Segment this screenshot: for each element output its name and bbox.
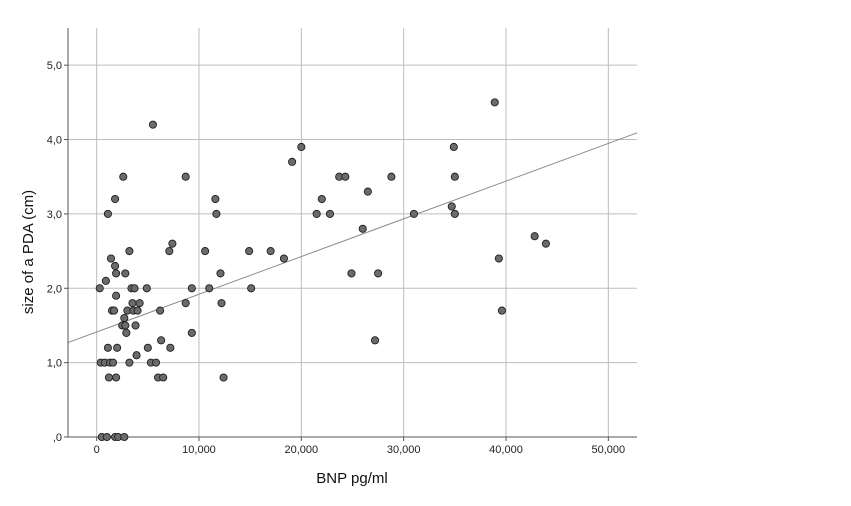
data-point (341, 172, 350, 181)
data-point (450, 209, 459, 218)
y-tick-label: 1,0 (47, 358, 62, 370)
tick-labels: 0 10,000 20,000 30,000 40,000 50,000 ,0 1,0 2,0 3… (47, 60, 625, 456)
x-tick-label: 30,000 (387, 444, 421, 456)
data-point (133, 306, 142, 315)
data-point (358, 224, 367, 233)
x-tick-label: 40,000 (489, 444, 523, 456)
data-point (156, 306, 165, 315)
data-point (312, 209, 321, 218)
data-point (112, 269, 121, 278)
data-point (325, 209, 335, 218)
data-point (122, 328, 131, 337)
data-point (347, 269, 356, 278)
y-axis-title: size of a PDA (cm) (20, 190, 37, 314)
data-point (317, 194, 326, 204)
data-point (130, 284, 139, 293)
data-point (541, 239, 550, 248)
data-point (143, 343, 152, 352)
x-tick-label: 10,000 (182, 444, 216, 456)
data-point (212, 209, 221, 218)
data-point (110, 306, 119, 315)
data-point (216, 269, 225, 278)
x-tick-label: 20,000 (285, 444, 319, 456)
data-point (125, 358, 134, 367)
y-tick-label: ,0 (53, 432, 62, 444)
data-point (217, 299, 226, 308)
data-point (151, 358, 161, 367)
data-point (113, 343, 122, 352)
data-point (159, 373, 168, 382)
data-point (103, 343, 112, 352)
data-point (205, 284, 214, 293)
data-point (157, 336, 166, 345)
data-point (181, 172, 190, 181)
data-point (142, 284, 151, 293)
data-point (102, 432, 111, 442)
data-point (132, 351, 141, 360)
data-point (166, 343, 175, 352)
data-point (245, 247, 254, 256)
x-tick-label: 0 (94, 444, 100, 456)
data-point (103, 209, 112, 218)
y-tick-label: 4,0 (47, 135, 62, 147)
data-point (490, 98, 499, 107)
data-point (181, 299, 190, 308)
data-point (111, 261, 120, 271)
data-points (95, 98, 550, 442)
data-point (120, 313, 129, 323)
data-point (121, 269, 130, 278)
data-point (288, 157, 297, 166)
y-tick-label: 5,0 (47, 60, 62, 72)
data-point (187, 284, 196, 293)
fit-line-group (67, 132, 638, 344)
data-point (125, 247, 134, 256)
data-point (101, 276, 110, 285)
data-point (128, 299, 137, 308)
data-point (121, 321, 130, 330)
y-tick-label: 2,0 (47, 283, 62, 295)
data-point (135, 299, 144, 308)
data-point (112, 291, 121, 300)
data-point (447, 202, 456, 211)
data-point (449, 142, 458, 152)
data-point (494, 254, 503, 263)
data-point (120, 432, 129, 442)
data-point (247, 284, 256, 293)
x-axis-title: BNP pg/ml (316, 470, 387, 487)
data-point (363, 187, 372, 196)
data-point (119, 172, 128, 181)
x-tick-label: 50,000 (592, 444, 626, 456)
data-point (165, 247, 174, 256)
data-point (211, 194, 220, 204)
data-point (112, 373, 121, 382)
data-point (131, 321, 140, 330)
data-point (370, 336, 380, 345)
data-point (111, 194, 120, 204)
data-point (497, 306, 506, 315)
data-point (95, 284, 104, 293)
data-point (387, 172, 396, 181)
data-point (201, 247, 210, 256)
data-point (530, 232, 539, 241)
data-point (374, 269, 383, 278)
fit-line (67, 132, 638, 344)
grid-lines (68, 28, 637, 437)
data-point (168, 239, 177, 248)
data-point (108, 358, 118, 367)
data-point (450, 172, 459, 181)
data-point (279, 254, 288, 263)
y-tick-label: 3,0 (47, 209, 62, 221)
data-point (104, 373, 113, 382)
data-point (409, 209, 418, 218)
data-point (219, 373, 228, 382)
data-point (106, 254, 116, 263)
data-point (266, 247, 275, 256)
data-point (297, 142, 306, 152)
axes (64, 28, 637, 441)
data-point (187, 328, 196, 337)
data-point (148, 120, 157, 129)
